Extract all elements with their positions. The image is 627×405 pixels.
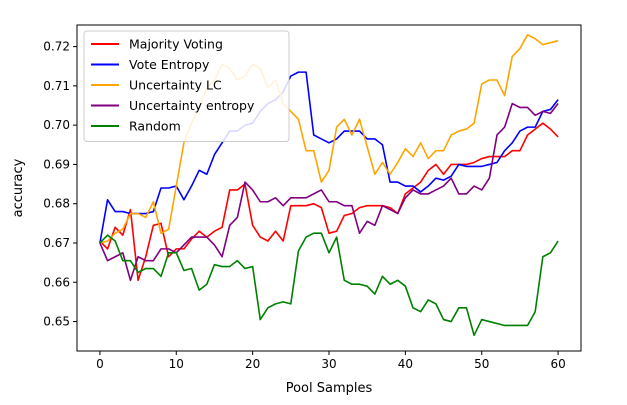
y-tick-label: 0.65 bbox=[43, 315, 70, 329]
legend-box bbox=[83, 30, 290, 142]
series-line-uncertainty-lc bbox=[99, 34, 559, 244]
y-axis: 0.65 0.66 0.67 0.68 0.69 0.70 0.71 0.72 bbox=[43, 40, 77, 329]
y-tick-label: 0.72 bbox=[43, 40, 70, 54]
y-tick-label: 0.68 bbox=[43, 197, 70, 211]
series-layer bbox=[99, 34, 559, 337]
legend-label-vote-entropy: Vote Entropy bbox=[129, 57, 210, 72]
y-tick-label: 0.69 bbox=[43, 157, 70, 171]
x-tick-label: 20 bbox=[245, 357, 260, 371]
legend-label-uncertainty-lc: Uncertainty LC bbox=[129, 78, 222, 93]
series-line-random bbox=[99, 232, 559, 337]
y-axis-label: accuracy bbox=[11, 158, 26, 217]
x-tick-label: 60 bbox=[550, 357, 565, 371]
legend-label-majority-voting: Majority Voting bbox=[129, 37, 223, 52]
y-tick-label: 0.66 bbox=[43, 275, 70, 289]
y-tick-label: 0.67 bbox=[43, 236, 70, 250]
y-tick-label: 0.71 bbox=[43, 79, 70, 93]
x-axis: 0 10 20 30 40 50 60 bbox=[96, 351, 566, 371]
x-tick-label: 40 bbox=[398, 357, 413, 371]
x-tick-label: 10 bbox=[169, 357, 184, 371]
x-axis-label: Pool Samples bbox=[286, 381, 373, 396]
x-tick-label: 30 bbox=[321, 357, 336, 371]
y-tick-label: 0.70 bbox=[43, 118, 70, 132]
x-tick-label: 50 bbox=[474, 357, 489, 371]
series-line-majority-voting bbox=[99, 122, 559, 282]
legend: Majority Voting Vote Entropy Uncertainty L… bbox=[83, 30, 290, 142]
x-tick-label: 0 bbox=[96, 357, 104, 371]
legend-label-random: Random bbox=[129, 119, 181, 134]
legend-label-uncertainty-entropy: Uncertainty entropy bbox=[129, 98, 255, 113]
